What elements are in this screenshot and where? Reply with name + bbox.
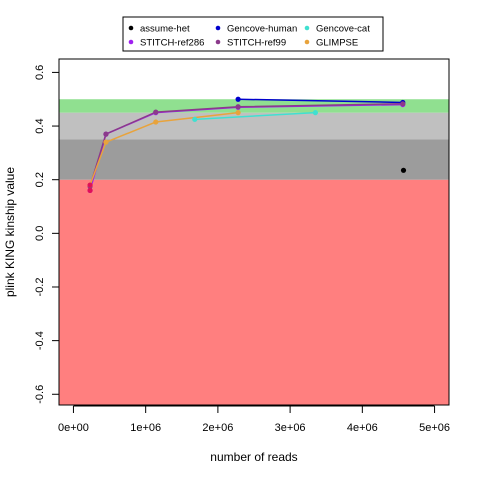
point-GLIMPSE-2 (153, 119, 159, 125)
y-tick-label-2: -0.2 (34, 278, 46, 297)
y-axis-label: plink KING kinship value (3, 167, 17, 297)
point-GLIMPSE-3 (235, 110, 241, 116)
series-line-Gencove-human (238, 98, 403, 104)
y-axis: -0.6 -0.4 -0.2 0.0 0.2 0.4 0.6 (34, 65, 60, 404)
legend-label-Gencove-human: Gencove-human (227, 24, 297, 35)
point-GLIMPSE-1 (103, 139, 109, 145)
x-tick-label-1: 1e+06 (130, 422, 161, 434)
series-line-Gencove-cat (194, 111, 316, 121)
legend-label-GLIMPSE: GLIMPSE (316, 38, 358, 49)
series-line-GLIMPSE (89, 111, 239, 186)
point-STITCH-ref99-1 (103, 131, 109, 137)
x-tick-label-0: 0e+00 (58, 422, 89, 434)
y-tick-label-6: 0.6 (34, 65, 46, 80)
y-tick-label-5: 0.4 (34, 118, 46, 133)
point-STITCH-ref99-2 (153, 109, 159, 115)
legend-marker-STITCH-ref99 (215, 39, 221, 45)
legend-marker-GLIMPSE (304, 39, 310, 45)
legend-label-STITCH-ref99: STITCH-ref99 (227, 38, 286, 49)
point-extra-0 (87, 187, 93, 194)
legend: assume-het Gencove-human Gencove-cat STITCH… (122, 16, 384, 52)
kinship-bands (59, 99, 449, 405)
x-axis: 0e+00 1e+06 2e+06 3e+06 4e+06 5e+06 (58, 405, 450, 434)
point-extra-1 (87, 182, 93, 188)
legend-label-assume-het: assume-het (140, 24, 190, 35)
point-STITCH-ref99-4 (400, 101, 406, 107)
series-points (87, 96, 407, 194)
y-tick-label-3: 0.0 (34, 226, 46, 241)
legend-marker-assume-het (128, 25, 134, 31)
y-tick-label-0: -0.6 (34, 385, 46, 404)
y-tick-label-4: 0.2 (34, 172, 46, 187)
legend-label-STITCH-ref286: STITCH-ref286 (140, 38, 204, 49)
point-STITCH-ref99-3 (235, 104, 241, 110)
x-tick-label-3: 3e+06 (275, 422, 306, 434)
legend-marker-Gencove-human (215, 25, 221, 31)
band-0 (59, 179, 449, 405)
legend-marker-Gencove-cat (304, 25, 310, 31)
y-tick-label-1: -0.4 (34, 331, 46, 350)
band-1 (59, 139, 449, 180)
x-tick-label-2: 2e+06 (202, 422, 233, 434)
x-tick-label-5: 5e+06 (419, 422, 450, 434)
point-Gencove-cat-0 (192, 116, 198, 122)
point-assume-het-0 (400, 167, 407, 173)
x-tick-label-4: 4e+06 (347, 422, 378, 434)
series-lines (89, 98, 403, 191)
legend-box (122, 16, 384, 52)
legend-label-Gencove-cat: Gencove-cat (316, 24, 370, 35)
point-Gencove-cat-1 (312, 110, 318, 116)
legend-marker-STITCH-ref286 (128, 39, 134, 45)
point-Gencove-human-0 (235, 96, 241, 102)
x-axis-label: number of reads (210, 450, 297, 464)
